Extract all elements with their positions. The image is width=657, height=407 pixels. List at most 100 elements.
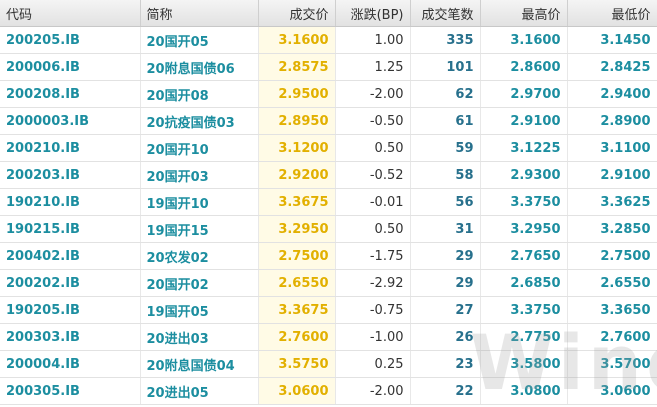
cell: -0.50 bbox=[335, 107, 411, 135]
cell: 2.8575 bbox=[258, 53, 336, 81]
cell: 3.5700 bbox=[567, 350, 657, 378]
table-row[interactable]: 200208.IB 20国开08 2.9500 -2.00 62 2.9700 2.9400 bbox=[0, 80, 657, 108]
cell: 200303.IB bbox=[0, 323, 141, 351]
cell: 2.7650 bbox=[480, 242, 568, 270]
column-header[interactable]: 成交笔数 bbox=[410, 0, 481, 27]
table-row[interactable]: 200004.IB 20附息国债04 3.5750 0.25 23 3.5800 3.570… bbox=[0, 350, 657, 378]
cell: 0.50 bbox=[335, 134, 411, 162]
cell: 3.2950 bbox=[258, 215, 336, 243]
cell: 335 bbox=[410, 26, 481, 54]
column-header[interactable]: 成交价 bbox=[258, 0, 336, 27]
cell: 23 bbox=[410, 350, 481, 378]
cell: 3.5750 bbox=[258, 350, 336, 378]
cell: 3.0600 bbox=[258, 377, 336, 405]
cell: 2.7500 bbox=[567, 242, 657, 270]
cell: 0.25 bbox=[335, 350, 411, 378]
cell: 1.00 bbox=[335, 26, 411, 54]
cell: 20附息国债04 bbox=[140, 350, 259, 378]
cell: -0.01 bbox=[335, 188, 411, 216]
cell: 27 bbox=[410, 296, 481, 324]
cell: 3.3650 bbox=[567, 296, 657, 324]
cell: 19国开10 bbox=[140, 188, 259, 216]
cell: 2.9300 bbox=[480, 161, 568, 189]
cell: 20国开02 bbox=[140, 269, 259, 297]
cell: -2.92 bbox=[335, 269, 411, 297]
cell: 26 bbox=[410, 323, 481, 351]
column-header[interactable]: 简称 bbox=[140, 0, 259, 27]
table-row[interactable]: 200202.IB 20国开02 2.6550 -2.92 29 2.6850 2.6550 bbox=[0, 269, 657, 297]
column-header[interactable]: 最高价 bbox=[480, 0, 568, 27]
cell: 2.9400 bbox=[567, 80, 657, 108]
cell: 2.8900 bbox=[567, 107, 657, 135]
cell: 3.1600 bbox=[480, 26, 568, 54]
cell: 2.6850 bbox=[480, 269, 568, 297]
cell: 19国开05 bbox=[140, 296, 259, 324]
table-row[interactable]: 190205.IB 19国开05 3.3675 -0.75 27 3.3750 3.3650 bbox=[0, 296, 657, 324]
cell: 3.5800 bbox=[480, 350, 568, 378]
cell: 3.3750 bbox=[480, 296, 568, 324]
table-row[interactable]: 190215.IB 19国开15 3.2950 0.50 31 3.2950 3.2850 bbox=[0, 215, 657, 243]
cell: 29 bbox=[410, 242, 481, 270]
cell: 2000003.IB bbox=[0, 107, 141, 135]
cell: 20农发02 bbox=[140, 242, 259, 270]
cell: 2.7600 bbox=[258, 323, 336, 351]
cell: 2.8425 bbox=[567, 53, 657, 81]
cell: 31 bbox=[410, 215, 481, 243]
cell: 200208.IB bbox=[0, 80, 141, 108]
cell: 3.3750 bbox=[480, 188, 568, 216]
cell: 3.1600 bbox=[258, 26, 336, 54]
cell: 2.9200 bbox=[258, 161, 336, 189]
column-header[interactable]: 代码 bbox=[0, 0, 141, 27]
cell: -2.00 bbox=[335, 80, 411, 108]
cell: 2.8950 bbox=[258, 107, 336, 135]
table-row[interactable]: 200210.IB 20国开10 3.1200 0.50 59 3.1225 3.1100 bbox=[0, 134, 657, 162]
table-row[interactable]: 200006.IB 20附息国债06 2.8575 1.25 101 2.8600 2.84… bbox=[0, 53, 657, 81]
column-header[interactable]: 最低价 bbox=[567, 0, 657, 27]
cell: -0.52 bbox=[335, 161, 411, 189]
cell: 61 bbox=[410, 107, 481, 135]
table-row[interactable]: 190210.IB 19国开10 3.3675 -0.01 56 3.3750 3.3625 bbox=[0, 188, 657, 216]
cell: 58 bbox=[410, 161, 481, 189]
column-header[interactable]: 涨跌(BP) bbox=[335, 0, 411, 27]
cell: 200006.IB bbox=[0, 53, 141, 81]
cell: 2.9500 bbox=[258, 80, 336, 108]
cell: 3.1100 bbox=[567, 134, 657, 162]
cell: 200004.IB bbox=[0, 350, 141, 378]
cell: 62 bbox=[410, 80, 481, 108]
table-body: 200205.IB 20国开05 3.1600 1.00 335 3.1600 3.1450… bbox=[0, 26, 657, 405]
table-row[interactable]: 200203.IB 20国开03 2.9200 -0.52 58 2.9300 2.9100 bbox=[0, 161, 657, 189]
table-row[interactable]: 2000003.IB 20抗疫国债03 2.8950 -0.50 61 2.9100 2.8… bbox=[0, 107, 657, 135]
cell: 20进出03 bbox=[140, 323, 259, 351]
cell: 200205.IB bbox=[0, 26, 141, 54]
cell: 2.9100 bbox=[480, 107, 568, 135]
cell: 2.7500 bbox=[258, 242, 336, 270]
cell: 20国开10 bbox=[140, 134, 259, 162]
cell: -1.75 bbox=[335, 242, 411, 270]
cell: 20抗疫国债03 bbox=[140, 107, 259, 135]
cell: 0.50 bbox=[335, 215, 411, 243]
cell: 20国开05 bbox=[140, 26, 259, 54]
cell: 2.7600 bbox=[567, 323, 657, 351]
cell: 101 bbox=[410, 53, 481, 81]
cell: 3.1450 bbox=[567, 26, 657, 54]
cell: 2.6550 bbox=[258, 269, 336, 297]
cell: 56 bbox=[410, 188, 481, 216]
cell: -2.00 bbox=[335, 377, 411, 405]
cell: 3.3625 bbox=[567, 188, 657, 216]
cell: 2.6550 bbox=[567, 269, 657, 297]
cell: 3.0800 bbox=[480, 377, 568, 405]
table-row[interactable]: 200303.IB 20进出03 2.7600 -1.00 26 2.7750 2.7600 bbox=[0, 323, 657, 351]
cell: 200402.IB bbox=[0, 242, 141, 270]
cell: 200210.IB bbox=[0, 134, 141, 162]
table-row[interactable]: 200402.IB 20农发02 2.7500 -1.75 29 2.7650 2.7500 bbox=[0, 242, 657, 270]
cell: 2.9700 bbox=[480, 80, 568, 108]
cell: 3.3675 bbox=[258, 296, 336, 324]
table-row[interactable]: 200305.IB 20进出05 3.0600 -2.00 22 3.0800 3.0600 bbox=[0, 377, 657, 405]
table-row[interactable]: 200205.IB 20国开05 3.1600 1.00 335 3.1600 3.1450 bbox=[0, 26, 657, 54]
cell: 29 bbox=[410, 269, 481, 297]
cell: 20进出05 bbox=[140, 377, 259, 405]
cell: 2.7750 bbox=[480, 323, 568, 351]
cell: 190210.IB bbox=[0, 188, 141, 216]
